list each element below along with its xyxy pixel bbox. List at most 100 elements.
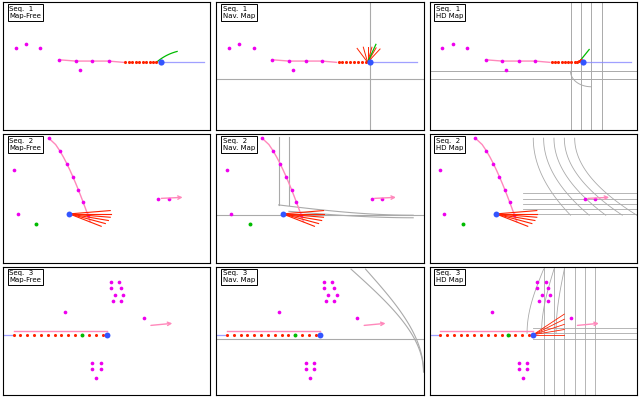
Point: [317, 58, 327, 64]
Point: [315, 331, 325, 338]
Point: [138, 59, 148, 66]
Point: [578, 59, 588, 66]
Point: [102, 331, 112, 338]
Point: [353, 59, 363, 66]
Point: [332, 292, 342, 298]
Point: [114, 279, 124, 285]
Point: [87, 360, 97, 366]
Text: Seq.  3
HD Map: Seq. 3 HD Map: [436, 270, 463, 283]
Point: [148, 59, 158, 66]
Point: [139, 315, 149, 321]
Point: [106, 285, 116, 291]
Point: [110, 292, 120, 298]
Point: [154, 195, 164, 202]
Point: [536, 292, 547, 298]
Point: [435, 167, 445, 173]
Point: [304, 331, 314, 338]
Point: [349, 59, 359, 66]
Point: [62, 161, 72, 167]
Point: [131, 59, 141, 66]
Point: [356, 59, 367, 66]
Point: [95, 360, 106, 366]
Text: Seq.  2
HD Map: Seq. 2 HD Map: [436, 138, 463, 151]
Point: [442, 331, 452, 338]
Point: [541, 279, 551, 285]
Point: [458, 221, 468, 227]
Point: [300, 360, 310, 366]
Point: [504, 331, 514, 338]
Point: [284, 331, 294, 338]
Text: Seq.  1
Map-Free: Seq. 1 Map-Free: [10, 6, 42, 19]
Point: [319, 285, 329, 291]
Text: Seq.  1
Nav. Map: Seq. 1 Nav. Map: [223, 6, 255, 19]
Point: [36, 331, 46, 338]
Point: [22, 331, 33, 338]
Point: [469, 331, 479, 338]
Point: [565, 315, 575, 321]
Point: [543, 298, 553, 304]
Point: [300, 366, 310, 372]
Point: [97, 331, 108, 338]
Point: [327, 279, 337, 285]
Point: [341, 59, 351, 66]
Point: [504, 199, 515, 206]
Point: [164, 195, 174, 202]
Point: [503, 331, 513, 338]
Point: [234, 41, 244, 48]
Point: [545, 292, 555, 298]
Point: [63, 331, 74, 338]
Point: [151, 59, 161, 66]
Point: [330, 285, 340, 291]
Point: [55, 148, 65, 154]
Point: [491, 211, 501, 217]
Point: [532, 285, 543, 291]
Point: [83, 212, 93, 218]
Point: [437, 45, 447, 51]
Point: [483, 331, 493, 338]
Point: [263, 331, 273, 338]
Text: Seq.  2
Nav. Map: Seq. 2 Nav. Map: [223, 138, 255, 151]
Point: [494, 173, 504, 180]
Point: [510, 331, 520, 338]
Point: [224, 45, 234, 51]
Point: [127, 59, 138, 66]
Point: [118, 292, 129, 298]
Point: [124, 59, 134, 66]
Point: [490, 331, 500, 338]
Point: [377, 195, 387, 202]
Point: [281, 173, 291, 180]
Point: [439, 211, 449, 217]
Point: [284, 58, 294, 64]
Point: [563, 59, 573, 66]
Point: [524, 331, 534, 338]
Point: [501, 67, 511, 73]
Point: [221, 167, 232, 173]
Point: [106, 279, 116, 285]
Point: [8, 331, 19, 338]
Point: [337, 59, 348, 66]
Point: [290, 331, 300, 338]
Text: Seq.  2
Map-Free: Seq. 2 Map-Free: [10, 138, 42, 151]
Point: [65, 211, 75, 217]
Point: [447, 41, 458, 48]
Point: [291, 199, 301, 206]
Point: [497, 58, 508, 64]
Point: [275, 161, 285, 167]
Point: [70, 58, 81, 64]
Point: [35, 45, 45, 51]
Point: [256, 331, 266, 338]
Point: [91, 331, 101, 338]
Point: [257, 135, 267, 141]
Point: [481, 148, 492, 154]
Point: [488, 161, 499, 167]
Point: [570, 59, 580, 66]
Point: [305, 375, 315, 382]
Point: [77, 331, 87, 338]
Point: [345, 59, 355, 66]
Point: [75, 67, 85, 73]
Point: [462, 331, 472, 338]
Point: [319, 279, 329, 285]
Point: [145, 59, 155, 66]
Point: [462, 45, 472, 51]
Point: [311, 331, 321, 338]
